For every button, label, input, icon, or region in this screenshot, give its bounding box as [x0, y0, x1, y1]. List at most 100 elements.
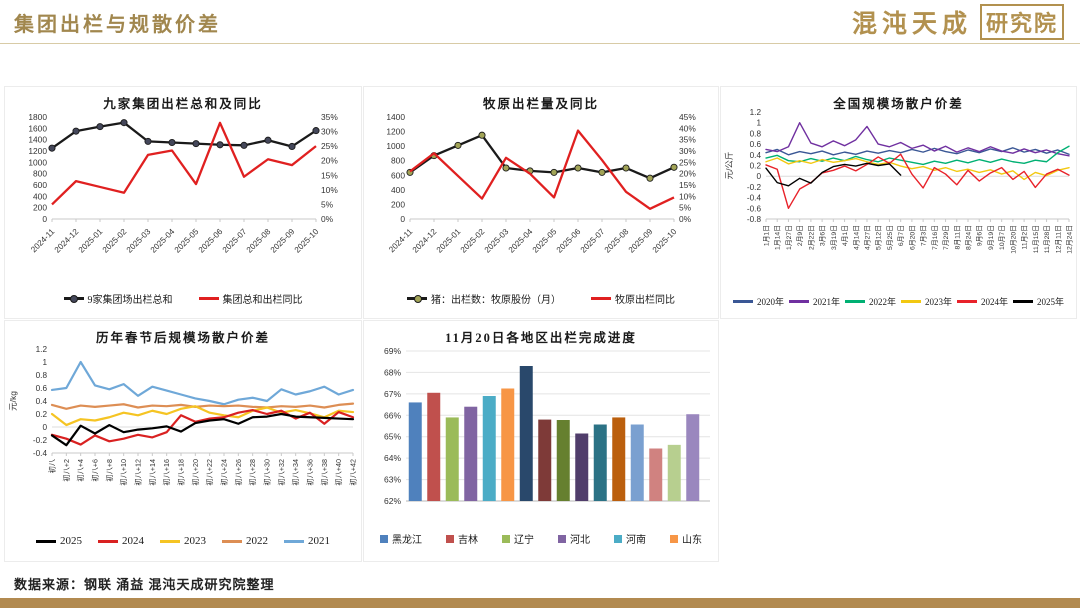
svg-text:15%: 15% [679, 180, 696, 190]
legend-item: 2024 [98, 535, 144, 547]
svg-text:1600: 1600 [28, 123, 47, 133]
svg-text:7月3日: 7月3日 [919, 225, 927, 246]
svg-text:初八+34: 初八+34 [291, 459, 300, 486]
legend-swatch-line [1013, 300, 1034, 303]
svg-text:2025-07: 2025-07 [579, 227, 607, 255]
svg-text:初八+22: 初八+22 [205, 459, 214, 486]
svg-text:6月7日: 6月7日 [897, 225, 905, 246]
legend-label: 辽宁 [514, 535, 534, 546]
nine-group-legend: 9家集团场出栏总和 集团总和出栏同比 [5, 291, 361, 306]
svg-text:9月19日: 9月19日 [986, 225, 994, 250]
svg-text:初八+36: 初八+36 [306, 459, 315, 486]
svg-text:-0.2: -0.2 [33, 436, 48, 445]
svg-text:2025-10: 2025-10 [293, 227, 321, 255]
national-spread-legend: 2020年 2021年 2022年 2023年 2024年 2025年 [721, 295, 1076, 308]
legend-item: 山东 [670, 531, 702, 546]
muyuan-line-chart: 0 200 400 600 800 1000 1200 1400 0%5% 10%15%20% 25… [386, 112, 696, 255]
chart-panel-muyuan: 牧原出栏量及同比 0 200 400 600 800 1000 1200 1400 0% 5% 10… [363, 86, 719, 319]
svg-text:初八+6: 初八+6 [91, 459, 100, 482]
svg-text:1000: 1000 [386, 141, 405, 151]
svg-text:600: 600 [391, 170, 405, 180]
svg-text:2025-02: 2025-02 [459, 227, 487, 255]
svg-text:0.8: 0.8 [749, 129, 761, 138]
svg-text:初八+40: 初八+40 [334, 459, 343, 486]
svg-text:20%: 20% [679, 169, 696, 179]
svg-text:4月1日: 4月1日 [841, 225, 849, 246]
svg-text:2025-09: 2025-09 [627, 227, 655, 255]
spring-festival-line-chart: 1.2 1 0.8 0.6 0.4 0.2 0 -0.2 -0.4初八 初八+2 初八+4 初八+6 初… [8, 345, 358, 486]
svg-text:2025-05: 2025-05 [531, 227, 559, 255]
svg-text:-0.8: -0.8 [746, 215, 761, 224]
legend-label: 河北 [570, 535, 590, 546]
svg-text:400: 400 [391, 185, 405, 195]
svg-text:1: 1 [756, 119, 761, 128]
legend-label: 山东 [682, 535, 702, 546]
chart-panel-nine-group-total: 九家集团出栏总和及同比 0 200 400 600 800 1000 1200 1400 160… [4, 86, 362, 319]
svg-text:初八+2: 初八+2 [62, 459, 71, 482]
svg-text:3月6日: 3月6日 [818, 225, 826, 246]
logo-text: 混沌天成 [851, 11, 972, 38]
legend-item: 2022年 [844, 295, 896, 308]
legend-label: 吉林 [458, 535, 478, 546]
svg-text:0.2: 0.2 [36, 410, 48, 419]
chart-panel-spring-festival-spread: 历年春节后规模场散户价差 1.2 1 0.8 0.6 0.4 0.2 0 -0.2 -0.4 初八… [4, 320, 362, 562]
legend-swatch-square [614, 534, 622, 543]
legend-label: 2023 [184, 535, 206, 547]
logo-badge: 研究院 [979, 4, 1064, 40]
legend-item: 2023 [160, 535, 206, 547]
svg-text:0.4: 0.4 [749, 151, 761, 160]
svg-text:初八+8: 初八+8 [105, 459, 114, 482]
svg-text:9月6日: 9月6日 [975, 225, 983, 246]
svg-text:-0.4: -0.4 [33, 449, 48, 458]
legend-swatch-line [63, 294, 84, 303]
svg-text:1200: 1200 [28, 146, 47, 156]
svg-text:2025-09: 2025-09 [269, 227, 297, 255]
legend-item: 吉林 [446, 531, 478, 546]
legend-label: 2022 [246, 535, 268, 547]
chart-title-muyuan: 牧原出栏量及同比 [482, 97, 599, 111]
legend-swatch-line [98, 539, 118, 543]
svg-text:-0.2: -0.2 [746, 183, 761, 192]
svg-text:2025-01: 2025-01 [77, 227, 105, 255]
brand-logo: 混沌天成 研究院 [852, 4, 1064, 40]
legend-swatch-square [380, 534, 388, 543]
svg-text:35%: 35% [679, 135, 696, 145]
legend-swatch-line [222, 539, 242, 543]
legend-label: 集团总和出栏同比 [222, 295, 303, 306]
chart-title-spring-festival: 历年春节后规模场散户价差 [95, 331, 270, 345]
svg-text:初八+14: 初八+14 [148, 459, 157, 486]
svg-text:25%: 25% [321, 141, 338, 151]
legend-swatch-line [36, 539, 56, 543]
chart-panel-national-spread: 全国规模场散户价差 1.2 1 0.8 0.6 0.4 0.2 0 -0.2 -0.4 -0.6 -… [720, 86, 1077, 319]
bottom-accent-bar [0, 598, 1080, 608]
svg-text:初八+10: 初八+10 [119, 459, 128, 486]
legend-item: 2023年 [901, 295, 952, 308]
legend-marker-dot [70, 294, 78, 303]
svg-text:初八+26: 初八+26 [234, 459, 243, 486]
svg-text:63%: 63% [384, 475, 401, 485]
legend-swatch-line [407, 294, 427, 303]
chart-title-region-progress: 11月20日各地区出栏完成进度 [445, 331, 637, 345]
legend-marker-dot [413, 294, 422, 303]
svg-text:65%: 65% [384, 432, 401, 442]
legend-label: 2024 [122, 535, 144, 547]
svg-text:2025-06: 2025-06 [197, 227, 225, 255]
legend-item: 2024年 [957, 295, 1008, 308]
svg-text:2025-01: 2025-01 [435, 227, 463, 255]
legend-item: 2020年 [732, 295, 784, 308]
svg-text:初八+4: 初八+4 [76, 459, 85, 482]
svg-text:2025-08: 2025-08 [245, 227, 273, 255]
chart-title-national-spread: 全国规模场散户价差 [833, 97, 964, 111]
svg-text:0: 0 [756, 172, 761, 181]
svg-text:0.8: 0.8 [36, 371, 48, 380]
region-progress-bar-chart: 62% 63% 64% 65% 66% 67% 68% 69% [384, 346, 710, 506]
legend-label: 牧原出栏同比 [615, 295, 675, 306]
svg-text:4月27日: 4月27日 [863, 225, 871, 250]
svg-text:2025-04: 2025-04 [149, 227, 177, 255]
svg-text:2025-02: 2025-02 [101, 227, 129, 255]
legend-item: 辽宁 [502, 531, 534, 546]
svg-text:10%: 10% [679, 191, 696, 201]
legend-swatch-square [502, 534, 510, 543]
